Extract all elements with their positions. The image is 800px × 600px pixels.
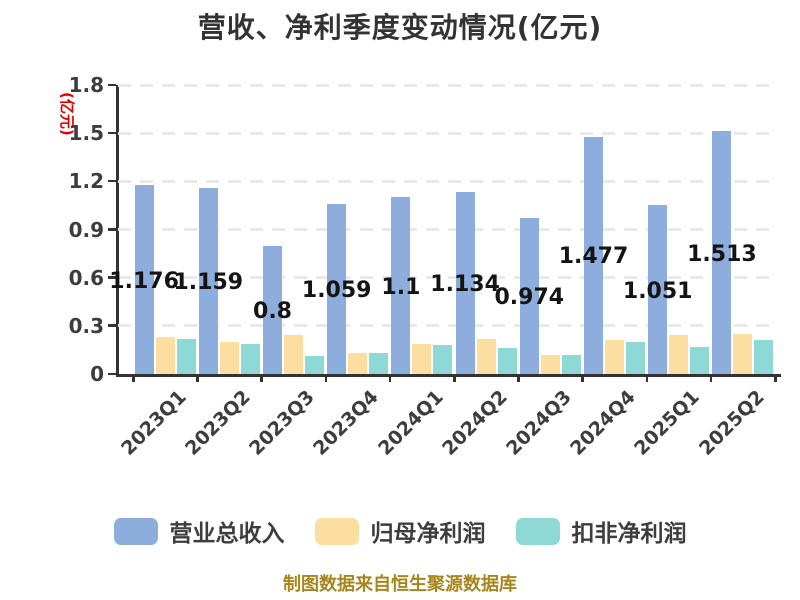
bar-net-profit-attributable [219,341,239,374]
x-tick-label: 2023Q3 [245,386,320,460]
bar-total-revenue [327,203,347,374]
gridline [118,131,775,135]
x-axis-tick [324,376,328,382]
bar-non-gaap-net-profit [433,345,453,374]
x-tick-label: 2024Q3 [502,386,576,460]
bar-non-gaap-net-profit [240,343,260,374]
x-axis-tick [453,376,456,382]
bar-value-label: 1.1 [381,274,421,300]
legend: 营业总收入 归母净利润 扣非净利润 [0,514,800,548]
gridline [118,324,775,328]
legend-label-non-gaap-net-profit: 扣非净利润 [571,521,687,547]
bar-net-profit-attributable [669,335,689,374]
x-axis-tick [260,376,263,382]
y-axis-tick [108,324,116,327]
gridline [118,179,775,183]
y-axis-tick [108,179,116,183]
x-tick-label: 2023Q4 [309,386,384,460]
bar-total-revenue [584,136,603,374]
bar-value-label: 1.513 [687,241,757,267]
legend-swatch-non-gaap-net-profit [515,517,560,545]
bar-non-gaap-net-profit [176,338,196,374]
bar-non-gaap-net-profit [626,341,645,374]
bar-non-gaap-net-profit [754,340,774,374]
data-source-caption: 制图数据来自恒生聚源数据库 [283,574,517,595]
bar-value-label: 1.477 [558,244,629,270]
y-tick-label: 1.8 [68,73,104,97]
y-tick-label: 0.3 [68,313,104,338]
x-axis-tick [774,376,777,382]
x-axis-line [116,374,781,377]
legend-label-net-profit-attributable: 归母净利润 [370,521,486,547]
bar-non-gaap-net-profit [690,346,710,374]
bar-value-label: 1.059 [301,278,372,303]
y-axis-line [116,85,119,376]
y-axis-tick [108,131,116,135]
bar-net-profit-attributable [284,335,303,374]
gridline [118,276,775,280]
bar-total-revenue [519,217,539,374]
x-tick-label: 2023Q2 [181,386,255,460]
bar-total-revenue [648,205,668,374]
plot-area: 0 0.3 0.6 0.9 1.2 1.5 1.8 1.176 2023Q1 1.159 2023Q… [69,73,781,460]
bar-total-revenue [134,185,154,374]
x-tick-label: 2023Q1 [116,386,191,460]
x-axis-tick [709,376,713,382]
bar-net-profit-attributable [540,354,560,374]
y-tick-label: 0 [90,362,104,386]
x-axis-tick [196,376,199,382]
bar-net-profit-attributable [733,333,753,374]
bar-non-gaap-net-profit [305,356,324,374]
legend-item-non-gaap-net-profit: 扣非净利润 [515,514,687,548]
gridline [118,83,775,87]
x-axis-tick [581,376,584,382]
bar-net-profit-attributable [412,343,432,374]
x-axis-tick [132,376,135,382]
y-tick-label: 0.6 [68,265,104,290]
bar-value-label: 0.8 [253,298,292,324]
bar-total-revenue [712,131,732,374]
bar-non-gaap-net-profit [497,348,517,374]
bar-value-label: 1.134 [430,271,500,297]
legend-swatch-net-profit-attributable [314,517,359,545]
y-axis-tick [108,372,116,375]
bar-total-revenue [391,197,411,374]
bar-total-revenue [455,191,475,374]
bar-non-gaap-net-profit [561,354,581,374]
bar-value-label: 1.051 [622,278,693,304]
bar-value-label: 0.974 [494,284,565,310]
bar-value-label: 1.176 [109,268,179,294]
y-tick-label: 0.9 [68,217,104,242]
bar-net-profit-attributable [476,338,496,374]
x-tick-label: 2025Q2 [694,386,769,460]
y-axis-tick [108,83,116,86]
x-tick-label: 2024Q2 [437,386,512,460]
bar-net-profit-attributable [348,353,368,374]
y-tick-label: 1.2 [68,169,104,194]
x-axis-tick [388,376,392,382]
x-tick-label: 2024Q1 [373,386,448,460]
bar-value-label: 1.159 [173,269,244,295]
y-axis-tick [108,228,116,231]
x-tick-label: 2025Q1 [630,386,705,460]
x-axis-tick [645,376,649,382]
bar-net-profit-attributable [155,337,175,374]
y-axis-tick [108,276,116,279]
x-axis-tick [517,376,520,382]
gridline [118,228,775,231]
legend-label-total-revenue: 营业总收入 [169,521,285,547]
y-tick-label: 1.5 [68,121,104,146]
bar-total-revenue [263,245,282,374]
bar-total-revenue [198,187,218,374]
bar-net-profit-attributable [605,340,624,374]
legend-item-total-revenue: 营业总收入 [113,514,285,548]
x-tick-label: 2024Q4 [566,386,641,460]
legend-item-net-profit-attributable: 归母净利润 [314,514,486,548]
legend-swatch-total-revenue [113,517,158,545]
chart-title: 营收、净利季度变动情况(亿元) [197,11,603,44]
bar-non-gaap-net-profit [369,353,389,374]
